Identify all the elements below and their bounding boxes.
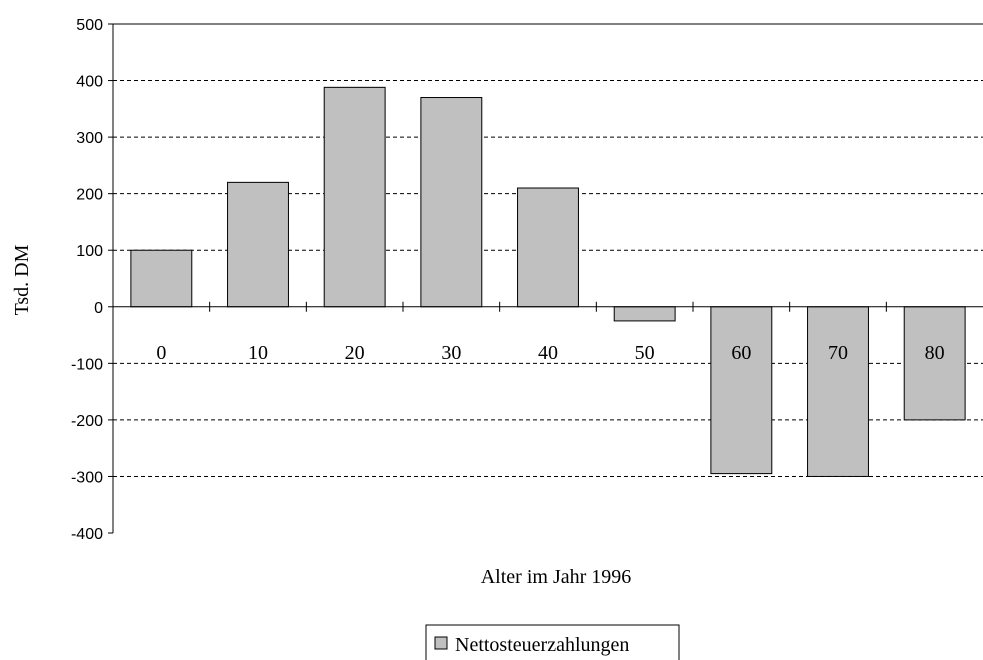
x-axis-title: Alter im Jahr 1996	[481, 566, 632, 588]
bar	[710, 306, 773, 475]
bar	[613, 306, 676, 322]
legend: Nettosteuerzahlungen	[425, 624, 680, 660]
legend-box	[425, 624, 680, 660]
y-tick-label: 100	[76, 243, 103, 260]
y-tick-label: -400	[71, 526, 103, 543]
y-tick-label: 500	[76, 17, 103, 34]
category-label: 60	[731, 342, 751, 364]
y-tick-label: 400	[76, 74, 103, 91]
y-tick-label: -300	[71, 469, 103, 486]
category-label: 50	[635, 342, 655, 364]
y-axis-title: Tsd. DM	[11, 244, 33, 315]
bar	[130, 249, 193, 308]
axes	[108, 23, 983, 534]
category-label: 20	[345, 342, 365, 364]
bar	[517, 187, 579, 308]
bar	[420, 97, 483, 308]
category-label: 70	[828, 342, 848, 364]
category-label: 80	[925, 342, 945, 364]
y-tick-label: 0	[94, 300, 103, 317]
y-tick-label: -100	[71, 356, 103, 373]
y-tick-label: -200	[71, 413, 103, 430]
y-tick-label: 200	[76, 187, 103, 204]
bars	[130, 86, 966, 477]
bar	[323, 86, 386, 308]
bar	[903, 306, 966, 421]
legend-swatch	[434, 636, 448, 650]
category-labels: 0 10 20 30 40 50 60 70 80	[156, 342, 944, 364]
legend-label: Nettosteuerzahlungen	[455, 634, 629, 656]
category-label: 10	[248, 342, 268, 364]
category-label: 40	[538, 342, 558, 364]
y-tick-label: 300	[76, 130, 103, 147]
category-label: 0	[156, 342, 166, 364]
bar	[807, 306, 869, 477]
y-tick-labels: 500 400 300 200 100 0 -100 -200 -300 -400	[71, 17, 103, 543]
bar	[227, 181, 289, 308]
category-label: 30	[441, 342, 461, 364]
